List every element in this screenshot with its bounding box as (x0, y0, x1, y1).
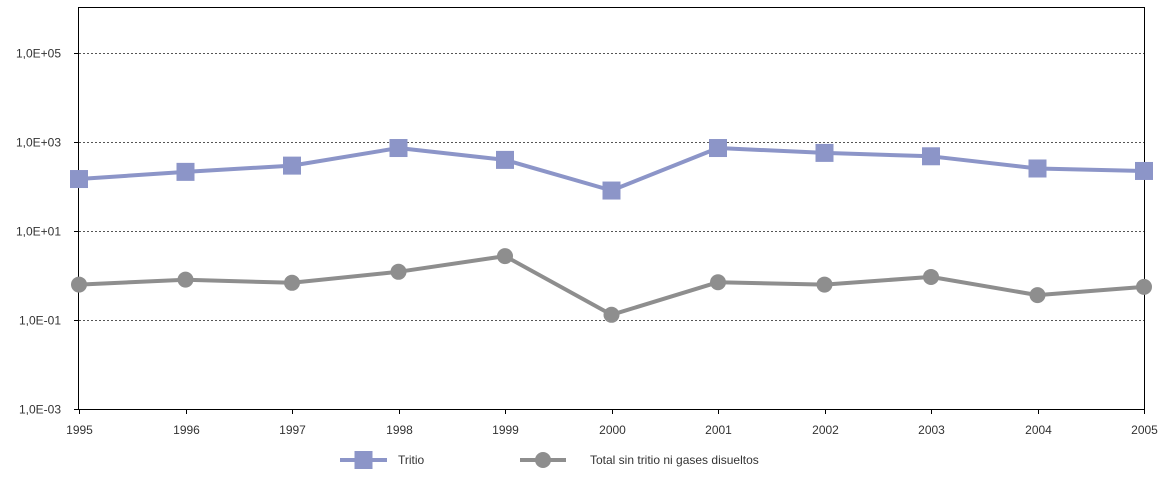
y-tick-label: 1,0E-03 (19, 403, 61, 417)
legend: Tritio Total sin tritio ni gases disuelto… (340, 451, 759, 469)
y-tick-label: 1,0E+01 (16, 225, 61, 239)
x-tick-label: 2002 (812, 423, 839, 437)
data-point-square (922, 147, 940, 166)
series-line-2 (78, 254, 1145, 317)
legend-marker-circle (535, 452, 551, 468)
data-point-circle (603, 306, 620, 323)
x-tick-label: 2005 (1131, 423, 1158, 437)
x-tick-label: 1997 (279, 423, 306, 437)
plot-area-frame (78, 7, 1145, 410)
data-point-circle (284, 274, 300, 291)
data-point-circle (710, 274, 726, 291)
legend-marker-square (354, 451, 373, 469)
data-point-square (1135, 161, 1153, 180)
series-layer (70, 139, 1153, 323)
x-tick-label: 2004 (1025, 423, 1052, 437)
data-point-square (496, 150, 514, 169)
data-point-circle (1136, 278, 1152, 295)
x-tick-label: 2003 (918, 423, 945, 437)
data-point-circle (816, 276, 833, 293)
y-tick-label: 1,0E-01 (19, 314, 61, 328)
legend-label-2: Total sin tritio ni gases disueltos (590, 453, 759, 467)
data-point-square (602, 181, 621, 200)
data-point-square (176, 162, 195, 181)
data-point-square (70, 170, 88, 189)
data-point-square (389, 139, 408, 158)
y-tick-label: 1,0E+03 (16, 136, 61, 150)
y-axis: 1,0E-03 1,0E-01 1,0E+01 1,0E+03 1,0E+05 (16, 47, 79, 417)
y-tick-label: 1,0E+05 (16, 47, 61, 61)
data-point-square (283, 156, 301, 175)
data-point-circle (1029, 287, 1046, 304)
data-point-circle (390, 263, 407, 280)
x-tick-label: 2000 (599, 423, 626, 437)
data-point-circle (71, 276, 87, 293)
data-point-circle (497, 248, 513, 265)
data-point-circle (923, 268, 939, 285)
data-point-circle (177, 271, 194, 288)
data-point-square (709, 139, 727, 158)
x-axis: 1995 1996 1997 1998 1999 2000 2001 2002 2003 2004… (66, 409, 1158, 437)
x-tick-label: 1999 (492, 423, 519, 437)
x-tick-label: 1998 (386, 423, 413, 437)
x-tick-label: 2001 (705, 423, 732, 437)
data-point-square (1028, 159, 1047, 178)
x-tick-label: 1995 (66, 423, 93, 437)
legend-label-1: Tritio (398, 453, 425, 467)
data-point-square (815, 143, 834, 162)
x-tick-label: 1996 (173, 423, 200, 437)
